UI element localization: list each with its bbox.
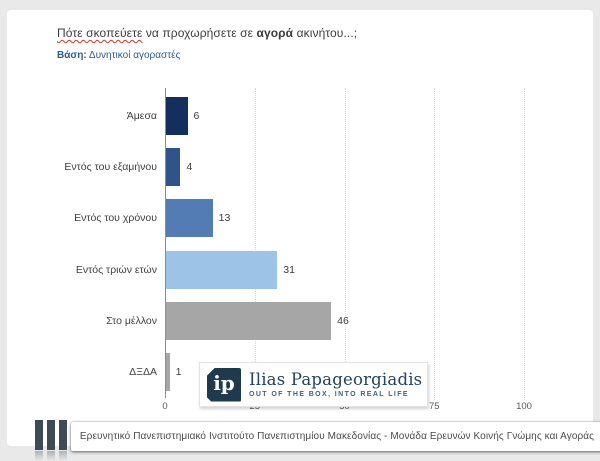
footer-logo-bar (59, 420, 67, 461)
y-axis-line (165, 88, 166, 398)
bar-5 (166, 302, 332, 340)
title-spellcheck-segment: Πότε σκοπεύετε (57, 26, 143, 40)
value-label: 1 (175, 366, 182, 379)
bar-2 (166, 148, 181, 186)
logo-company-name: Ilias Papageorgiadis (249, 369, 423, 389)
footer-credit: Ερευνητικό Πανεπιστημιακό Ινστιτούτο Παν… (71, 422, 600, 451)
bar-4 (166, 250, 278, 289)
ip-logo-monogram: ip (213, 371, 235, 395)
chart-subtitle: Βάση: Δυνητικοί αγοραστές (57, 50, 180, 61)
category-label: Εντός του χρόνου (74, 212, 157, 225)
subtitle-text: Δυνητικοί αγοραστές (86, 50, 181, 61)
value-label: 13 (218, 212, 231, 225)
company-logo: ip Ilias Papageorgiadis OUT OF THE BOX, … (199, 362, 428, 407)
x-tick-label: 100 (516, 401, 532, 412)
x-tick-label: 75 (428, 401, 440, 412)
bar-6 (166, 353, 170, 392)
value-label: 6 (193, 109, 200, 122)
category-label: Στο μέλλον (106, 315, 157, 327)
gridline-x-100 (524, 88, 525, 400)
x-tick-label: 0 (162, 401, 168, 412)
slide: Πότε σκοπεύετε να προχωρήσετε σε αγορά α… (7, 10, 600, 461)
value-label: 46 (337, 315, 349, 327)
category-label: Άμεσα (126, 109, 157, 122)
ip-logo-icon: ip (207, 367, 241, 402)
logo-tagline: OUT OF THE BOX, INTO REAL LIFE (249, 391, 409, 399)
category-label: Εντός τριών ετών (75, 263, 157, 276)
bar-1 (166, 96, 188, 135)
logo-text: Ilias Papageorgiadis OUT OF THE BOX, INT… (249, 369, 423, 399)
gridline-x-50 (344, 88, 346, 400)
footer-credit-text: Ερευνητικό Πανεπιστημιακό Ινστιτούτο Παν… (79, 431, 595, 442)
bar-3 (166, 199, 213, 238)
category-label: ΔΞΔΑ (129, 366, 157, 379)
chart-title: Πότε σκοπεύετε να προχωρήσετε σε αγορά α… (57, 26, 357, 40)
title-bold-segment: αγορά (256, 26, 294, 40)
footer-logo-bar (35, 420, 43, 461)
title-suffix-segment: ακινήτου...; (293, 26, 358, 40)
value-label: 31 (283, 263, 295, 276)
category-label: Εντός του εξαμήνου (64, 161, 157, 173)
title-mid-segment: να προχωρήσετε σε (142, 26, 257, 40)
gridline-x-75 (434, 88, 436, 400)
footer-logo-bar (47, 420, 55, 461)
gridline-x-25 (254, 88, 256, 400)
value-label: 4 (186, 161, 193, 173)
subtitle-label: Βάση: (57, 50, 87, 61)
